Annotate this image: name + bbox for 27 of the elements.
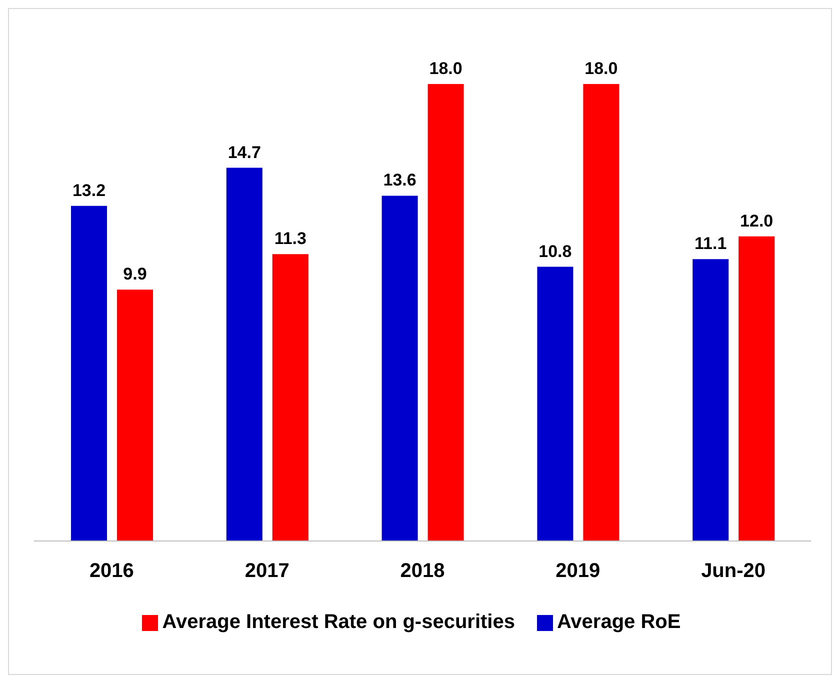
x-tick-label: 2018 [400,560,445,582]
data-label: 9.9 [123,264,147,284]
data-label: 18.0 [429,59,462,78]
bar [537,266,574,541]
data-label: 13.2 [72,180,106,200]
x-tick-label: 2016 [89,560,134,582]
bar [692,259,729,541]
data-label: 14.7 [228,142,261,162]
data-label: 11.1 [694,234,727,254]
legend-label: Average Interest Rate on g-securities [162,611,515,633]
legend-label: Average RoE [556,611,681,633]
bar [382,196,418,541]
data-label: 18.0 [584,59,618,78]
bar [738,236,775,541]
data-label: 11.3 [274,229,306,248]
x-tick-label: 2017 [244,560,290,582]
bar [226,168,262,541]
data-label: 10.8 [538,242,572,261]
bar [71,206,107,541]
data-label: 13.6 [383,170,416,190]
bar [428,84,464,541]
bar [272,254,308,541]
x-tick-label: Jun-20 [701,560,766,582]
bar [117,290,153,541]
x-tick-label: 2019 [556,560,600,582]
bar [583,84,620,541]
data-label: 12.0 [740,211,774,230]
